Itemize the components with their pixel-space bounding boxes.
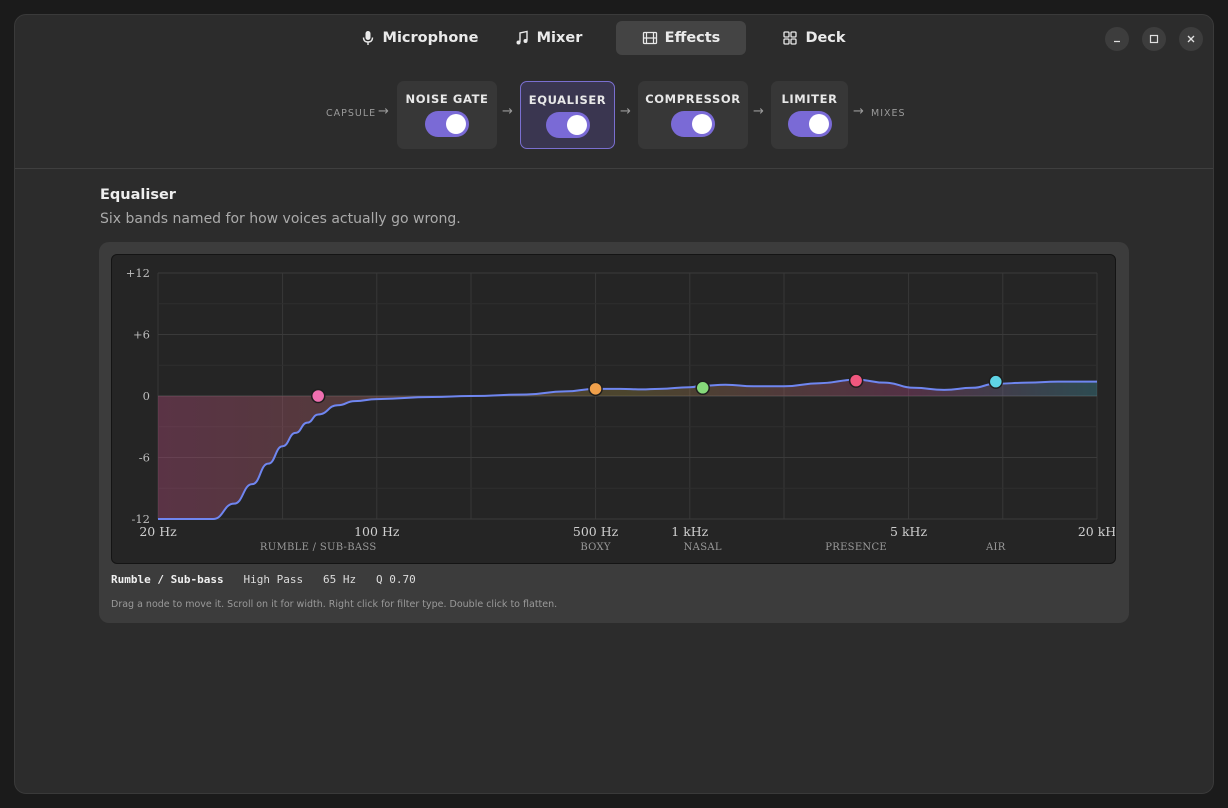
- maximize-icon: [1149, 34, 1159, 44]
- close-icon: [1187, 35, 1195, 43]
- toggle-knob: [692, 114, 712, 134]
- equaliser-toggle[interactable]: [545, 112, 590, 138]
- pipeline-arrow: →: [378, 104, 389, 119]
- equaliser-card: +12 +6 0 -6 -12 20 Hz 100 Hz 500 Hz 1 kHz 5 kHz 20…: [99, 242, 1129, 623]
- toggle-knob: [446, 114, 466, 134]
- grid-icon: [782, 30, 798, 46]
- eq-curve-line: [158, 378, 1097, 520]
- band-filter-type: High Pass: [243, 573, 304, 586]
- music-note-icon: [514, 30, 530, 46]
- equaliser-title: Equaliser: [100, 187, 176, 203]
- y-tick-label: -12: [131, 512, 150, 526]
- stage-label: EQUALISER: [528, 93, 607, 107]
- effects-pipeline: CAPSULE → NOISE GATE → EQUALISER → COMPR…: [15, 81, 1213, 149]
- eq-band-node[interactable]: [310, 388, 326, 404]
- app-window: Microphone Mixer Effects Deck: [14, 14, 1214, 794]
- toggle-knob: [566, 115, 587, 135]
- x-tick-label: 1 kHz: [671, 524, 708, 539]
- eq-graph[interactable]: +12 +6 0 -6 -12 20 Hz 100 Hz 500 Hz 1 kHz 5 kHz 20…: [111, 254, 1116, 564]
- pipeline-arrow: →: [753, 104, 764, 119]
- microphone-icon: [360, 30, 376, 46]
- band-frequency: 65 Hz: [322, 573, 357, 586]
- eq-band-node[interactable]: [695, 380, 710, 396]
- compressor-toggle[interactable]: [671, 111, 715, 137]
- section-divider: [15, 168, 1213, 169]
- eq-band-label: AIR: [985, 542, 1006, 553]
- eq-band-label: BOXY: [580, 542, 611, 553]
- stage-label: LIMITER: [781, 92, 838, 106]
- top-tab-bar: Microphone Mixer Effects Deck: [15, 21, 1213, 55]
- tab-label: Deck: [805, 30, 846, 46]
- film-icon: [642, 30, 658, 46]
- pipeline-input-label: CAPSULE: [326, 108, 377, 119]
- stage-noise-gate[interactable]: NOISE GATE: [397, 81, 497, 149]
- limiter-toggle[interactable]: [787, 111, 832, 137]
- x-tick-label: 100 Hz: [354, 524, 400, 539]
- x-tick-label: 20 Hz: [139, 524, 177, 539]
- toggle-knob: [808, 114, 829, 134]
- pipeline-arrow: →: [502, 104, 513, 119]
- stage-label: NOISE GATE: [405, 92, 489, 106]
- y-tick-label: -6: [139, 451, 150, 465]
- y-tick-label: +6: [133, 328, 150, 342]
- eq-band-node[interactable]: [848, 373, 864, 388]
- band-info: Rumble / Sub-bass High Pass 65 Hz Q 0.70: [111, 573, 416, 586]
- noise-gate-toggle[interactable]: [425, 111, 469, 137]
- pipeline-arrow: →: [853, 104, 864, 119]
- tab-label: Effects: [664, 30, 721, 46]
- stage-label: COMPRESSOR: [645, 92, 741, 106]
- tab-deck[interactable]: Deck: [775, 21, 853, 55]
- band-q: Q 0.70: [375, 573, 416, 586]
- eq-band-label: RUMBLE / SUB-BASS: [260, 542, 377, 553]
- eq-band-node[interactable]: [588, 381, 603, 397]
- close-button[interactable]: [1179, 27, 1203, 51]
- stage-equaliser[interactable]: EQUALISER: [520, 81, 615, 149]
- minimize-button[interactable]: [1105, 27, 1129, 51]
- stage-limiter[interactable]: LIMITER: [771, 81, 848, 149]
- y-tick-label: 0: [143, 389, 150, 403]
- eq-band-label: PRESENCE: [825, 542, 887, 553]
- eq-curve-fill: [158, 379, 1097, 519]
- stage-compressor[interactable]: COMPRESSOR: [638, 81, 748, 149]
- pipeline-arrow: →: [620, 104, 631, 119]
- tab-label: Mixer: [536, 30, 583, 46]
- eq-band-node[interactable]: [988, 374, 1004, 389]
- eq-band-label: NASAL: [684, 542, 722, 553]
- minimize-icon: [1114, 40, 1120, 43]
- tab-mixer[interactable]: Mixer: [509, 21, 587, 55]
- maximize-button[interactable]: [1142, 27, 1166, 51]
- eq-hint: Drag a node to move it. Scroll on it for…: [111, 599, 558, 610]
- tab-effects[interactable]: Effects: [616, 21, 746, 55]
- tab-label: Microphone: [382, 30, 479, 46]
- x-tick-label: 5 kHz: [890, 524, 927, 539]
- x-tick-label: 500 Hz: [573, 524, 619, 539]
- band-name: Rumble / Sub-bass: [111, 573, 224, 586]
- tab-microphone[interactable]: Microphone: [355, 21, 483, 55]
- equaliser-subtitle: Six bands named for how voices actually …: [100, 211, 461, 227]
- y-tick-label: +12: [126, 266, 150, 280]
- pipeline-output-label: MIXES: [871, 108, 906, 119]
- x-tick-label: 20 kH: [1078, 524, 1116, 539]
